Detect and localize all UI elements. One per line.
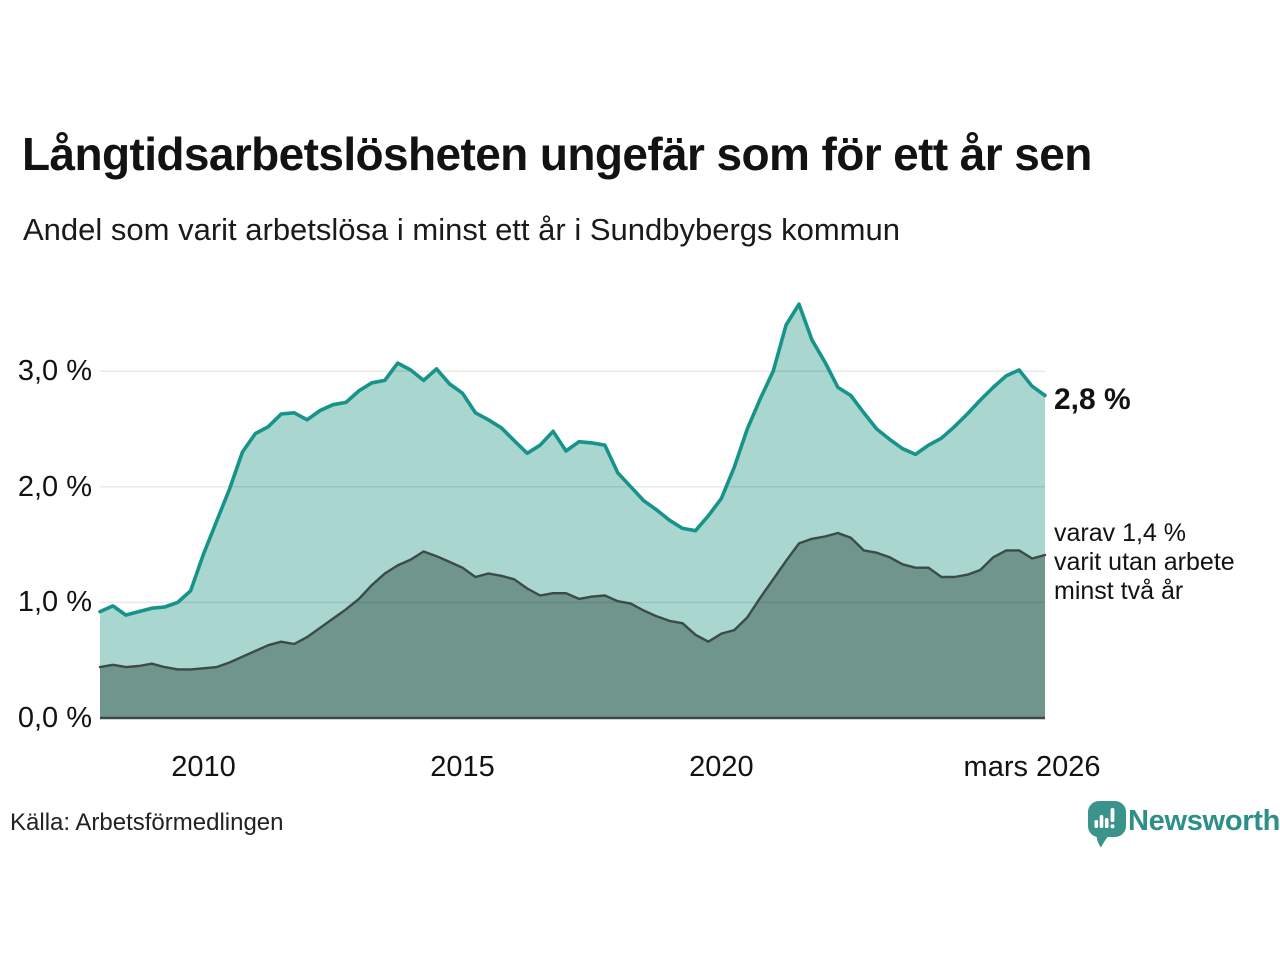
source-note: Källa: Arbetsförmedlingen xyxy=(10,809,284,836)
line-series-2 xyxy=(98,531,1047,671)
x-tick-label: 2020 xyxy=(689,751,754,783)
area-fill-series-2 xyxy=(100,533,1045,718)
secondary-series-label: varav 1,4 % varit utan arbete minst två … xyxy=(1054,519,1235,606)
logo-exclamation-dot xyxy=(1110,824,1115,829)
secondary-series-label-line3: minst två år xyxy=(1054,577,1184,605)
x-tick-label: 2010 xyxy=(171,751,236,783)
newsworthy-logo-icon xyxy=(1087,801,1126,848)
newsworthy-logo-text: Newsworthy xyxy=(1128,805,1280,837)
x-tick-label: mars 2026 xyxy=(963,751,1101,783)
latest-value-label: 2,8 % xyxy=(1054,383,1131,416)
logo-bar-3 xyxy=(1104,818,1109,828)
x-tick-label: 2015 xyxy=(430,751,495,783)
y-tick-label: 1,0 % xyxy=(17,586,92,619)
page-title: Långtidsarbetslösheten ungefär som för e… xyxy=(22,128,1092,180)
y-tick-label: 2,0 % xyxy=(17,470,92,503)
logo-bar-2 xyxy=(1099,815,1104,828)
y-tick-label: 0,0 % xyxy=(17,702,92,734)
secondary-series-label-line1: varav 1,4 % xyxy=(1054,519,1187,547)
page-subtitle: Andel som varit arbetslösa i minst ett å… xyxy=(23,212,900,247)
secondary-series-label-line2: varit utan arbete xyxy=(1054,548,1235,576)
logo-bar-1 xyxy=(1094,820,1099,828)
line-series-1 xyxy=(98,302,1047,617)
logo-exclamation-bar xyxy=(1110,808,1115,822)
y-tick-label: 3,0 % xyxy=(17,355,92,388)
newsworthy-brand-link[interactable]: Newsworthy xyxy=(1086,799,1280,851)
